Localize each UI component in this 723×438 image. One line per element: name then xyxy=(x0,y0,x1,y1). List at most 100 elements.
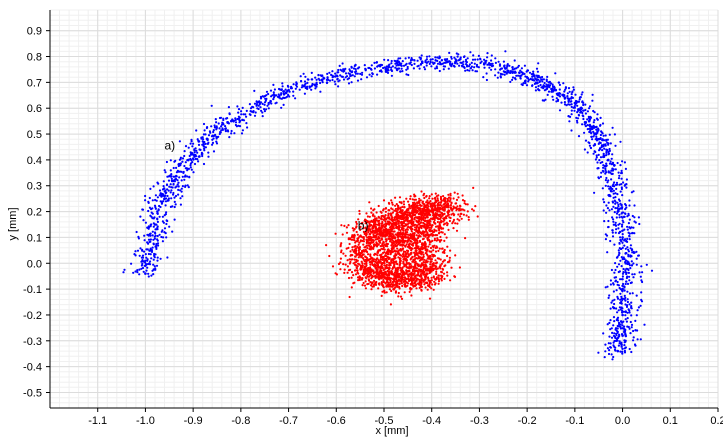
data-point xyxy=(261,95,264,98)
data-point xyxy=(380,69,383,72)
data-point xyxy=(392,278,395,281)
data-point xyxy=(613,271,616,274)
data-point xyxy=(490,54,493,57)
data-point xyxy=(621,327,624,330)
data-point xyxy=(454,202,457,205)
data-point xyxy=(458,207,461,210)
data-point xyxy=(401,60,404,63)
data-point xyxy=(211,141,215,144)
data-point xyxy=(378,222,381,225)
data-point xyxy=(604,350,607,353)
data-point xyxy=(334,75,337,78)
data-point xyxy=(396,267,399,270)
data-point xyxy=(625,280,628,283)
data-point xyxy=(627,308,630,311)
data-point xyxy=(399,273,402,276)
data-point xyxy=(356,237,359,240)
data-point xyxy=(373,61,376,64)
data-point xyxy=(508,64,511,67)
data-point xyxy=(368,258,371,261)
data-point xyxy=(369,281,372,284)
data-point xyxy=(436,62,440,65)
data-point xyxy=(366,244,370,247)
data-point xyxy=(602,164,605,167)
data-point xyxy=(410,277,413,280)
data-point xyxy=(163,214,166,217)
data-point xyxy=(619,140,622,143)
data-point xyxy=(630,305,633,308)
data-point xyxy=(609,142,612,145)
data-point xyxy=(578,98,581,101)
data-point xyxy=(504,50,507,53)
data-point xyxy=(630,301,633,304)
data-point xyxy=(382,279,385,282)
data-point xyxy=(456,55,459,58)
data-point xyxy=(353,239,356,242)
data-point xyxy=(369,233,372,236)
data-point xyxy=(233,132,236,135)
data-point xyxy=(166,256,169,259)
data-point xyxy=(319,81,322,85)
data-point xyxy=(480,60,483,63)
data-point xyxy=(433,197,436,200)
data-point xyxy=(531,84,534,87)
data-point xyxy=(401,222,404,226)
data-point xyxy=(232,120,235,123)
data-point xyxy=(397,57,400,60)
data-point xyxy=(490,59,493,62)
data-point xyxy=(619,323,622,326)
data-point xyxy=(317,77,320,80)
data-point xyxy=(446,224,449,227)
data-point xyxy=(183,150,186,153)
data-point xyxy=(426,288,429,291)
data-point xyxy=(369,241,372,244)
data-point xyxy=(628,199,631,202)
data-point xyxy=(460,217,463,220)
data-point xyxy=(414,198,417,201)
data-point xyxy=(351,235,354,238)
data-point xyxy=(333,80,336,83)
data-point xyxy=(597,153,600,156)
data-point xyxy=(427,221,430,225)
data-point xyxy=(623,298,626,301)
data-point xyxy=(203,147,206,150)
data-point xyxy=(414,223,417,226)
data-point xyxy=(143,234,146,237)
data-point xyxy=(409,215,412,218)
data-point xyxy=(399,70,402,73)
data-point xyxy=(149,238,152,241)
data-point xyxy=(209,131,212,134)
data-point xyxy=(362,237,365,241)
data-point xyxy=(350,253,353,257)
data-point xyxy=(142,260,145,263)
data-point xyxy=(325,244,328,247)
data-point xyxy=(564,88,567,91)
data-point xyxy=(620,215,623,218)
data-point xyxy=(432,288,435,291)
x-tick-label: -1.0 xyxy=(136,415,155,427)
data-point xyxy=(601,161,604,164)
data-point xyxy=(267,101,270,105)
data-point xyxy=(190,159,193,162)
data-point xyxy=(635,314,638,317)
data-point xyxy=(514,70,517,73)
data-point xyxy=(134,250,137,253)
data-point xyxy=(572,88,576,91)
data-point xyxy=(610,353,613,356)
data-point xyxy=(350,74,353,77)
data-point xyxy=(406,241,409,244)
data-point xyxy=(392,259,395,262)
data-point xyxy=(392,221,395,224)
data-point xyxy=(474,205,477,208)
data-point xyxy=(404,239,407,242)
data-point xyxy=(584,103,587,106)
data-point xyxy=(361,253,365,256)
data-point xyxy=(220,125,223,128)
data-point xyxy=(149,253,152,256)
data-point xyxy=(452,197,455,200)
data-point xyxy=(623,325,626,328)
data-point xyxy=(430,279,433,282)
data-point xyxy=(310,85,313,88)
data-point xyxy=(605,162,608,165)
data-point xyxy=(629,244,633,247)
